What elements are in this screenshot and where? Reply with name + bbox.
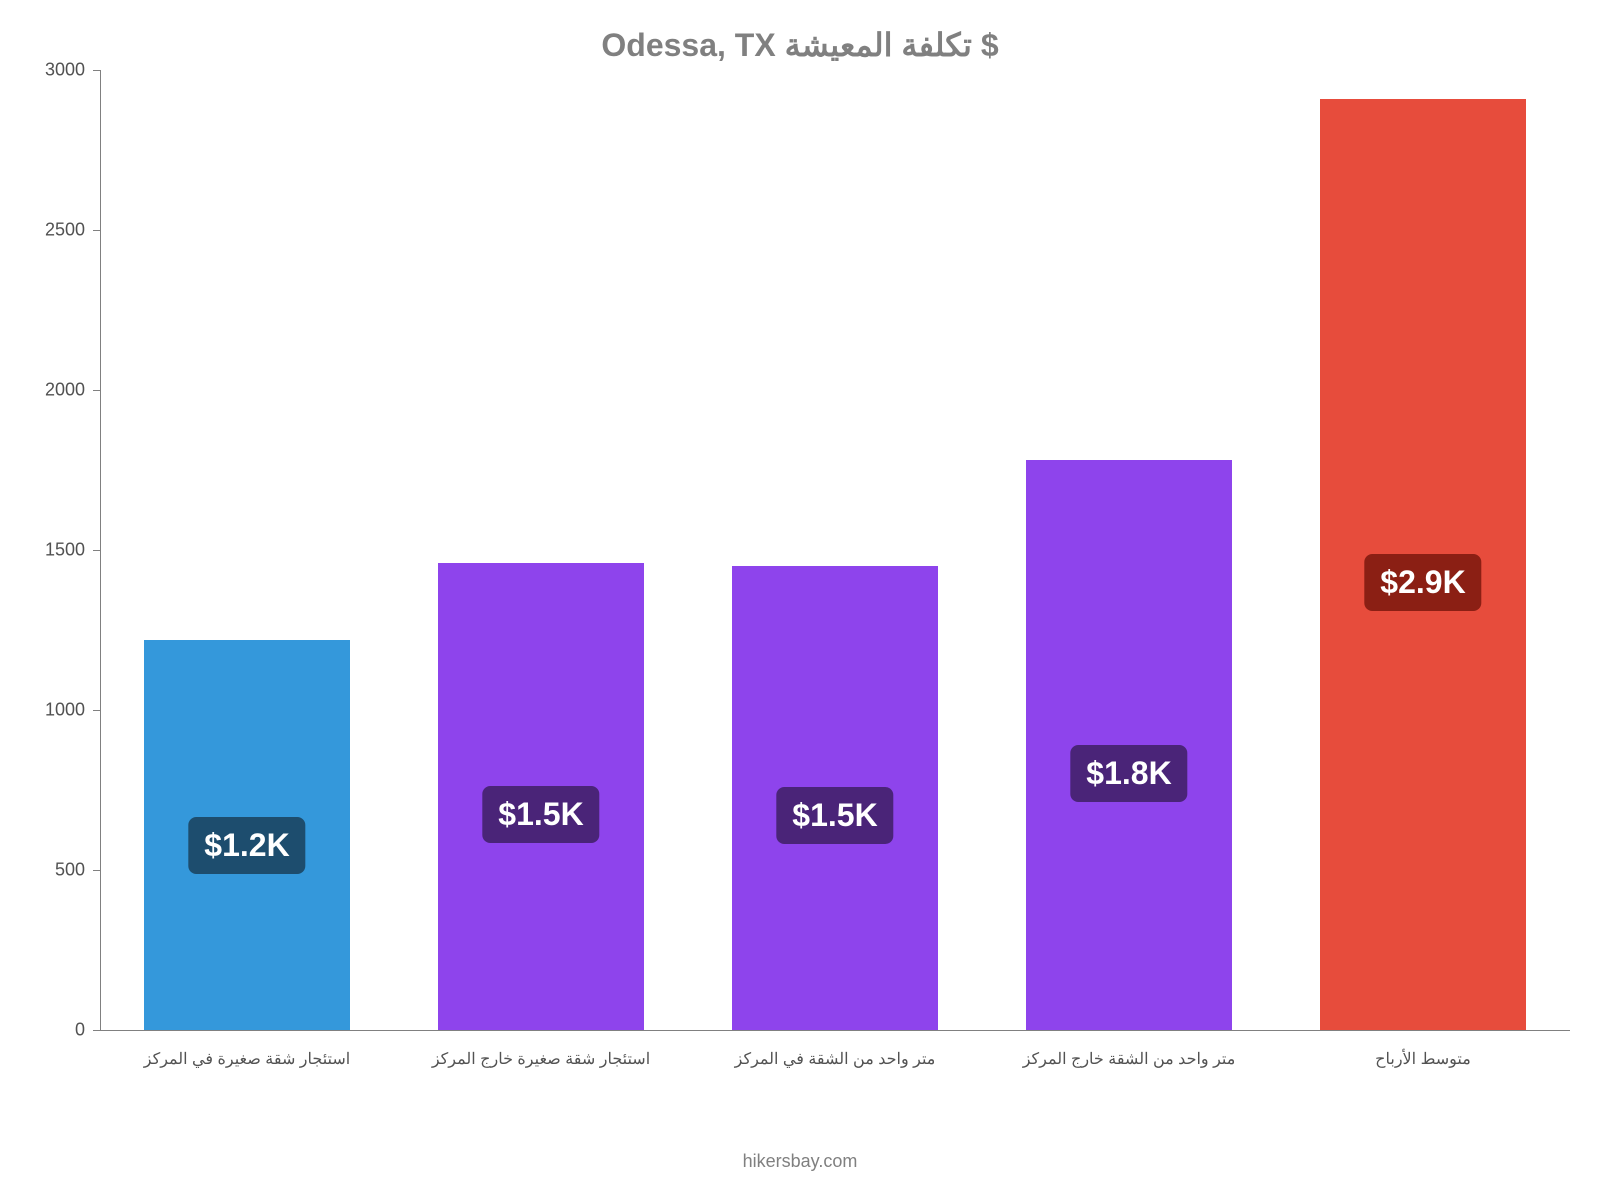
x-tick-label: استئجار شقة صغيرة خارج المركز <box>432 1049 650 1069</box>
bar: $1.5K <box>732 566 938 1030</box>
value-badge: $2.9K <box>1364 554 1481 611</box>
bar: $1.2K <box>144 640 350 1030</box>
y-tick <box>93 390 100 391</box>
bar: $1.5K <box>438 563 644 1030</box>
x-tick-label: متر واحد من الشقة في المركز <box>735 1049 936 1069</box>
x-tick-label: متوسط الأرباح <box>1375 1049 1471 1069</box>
x-axis-line <box>100 1030 1570 1031</box>
y-tick-label: 2000 <box>5 380 85 401</box>
y-tick-label: 2500 <box>5 220 85 241</box>
watermark: hikersbay.com <box>0 1151 1600 1172</box>
y-axis: 050010001500200025003000 <box>0 70 95 1030</box>
y-tick-label: 3000 <box>5 60 85 81</box>
value-badge: $1.5K <box>482 786 599 843</box>
y-tick-label: 500 <box>5 860 85 881</box>
bar: $1.8K <box>1026 460 1232 1030</box>
y-tick-label: 1500 <box>5 540 85 561</box>
y-tick <box>93 230 100 231</box>
bar: $2.9K <box>1320 99 1526 1030</box>
x-tick-label: متر واحد من الشقة خارج المركز <box>1023 1049 1236 1069</box>
y-tick <box>93 550 100 551</box>
y-tick <box>93 870 100 871</box>
y-tick <box>93 710 100 711</box>
value-badge: $1.5K <box>776 787 893 844</box>
value-badge: $1.8K <box>1070 745 1187 802</box>
chart-title: Odessa, TX تكلفة المعيشة $ <box>0 26 1600 64</box>
x-axis: استئجار شقة صغيرة في المركز استئجار شقة ص… <box>100 1035 1570 1085</box>
y-tick <box>93 1030 100 1031</box>
y-tick <box>93 70 100 71</box>
value-badge: $1.2K <box>188 817 305 874</box>
chart-container: Odessa, TX تكلفة المعيشة $ 0 500 1000 1500 2… <box>0 0 1600 1200</box>
plot-area: $1.2K $1.5K $1.5K $1.8K $2.9K <box>100 70 1570 1030</box>
y-tick-label: 0 <box>5 1020 85 1041</box>
y-tick-label: 1000 <box>5 700 85 721</box>
x-tick-label: استئجار شقة صغيرة في المركز <box>144 1049 350 1069</box>
